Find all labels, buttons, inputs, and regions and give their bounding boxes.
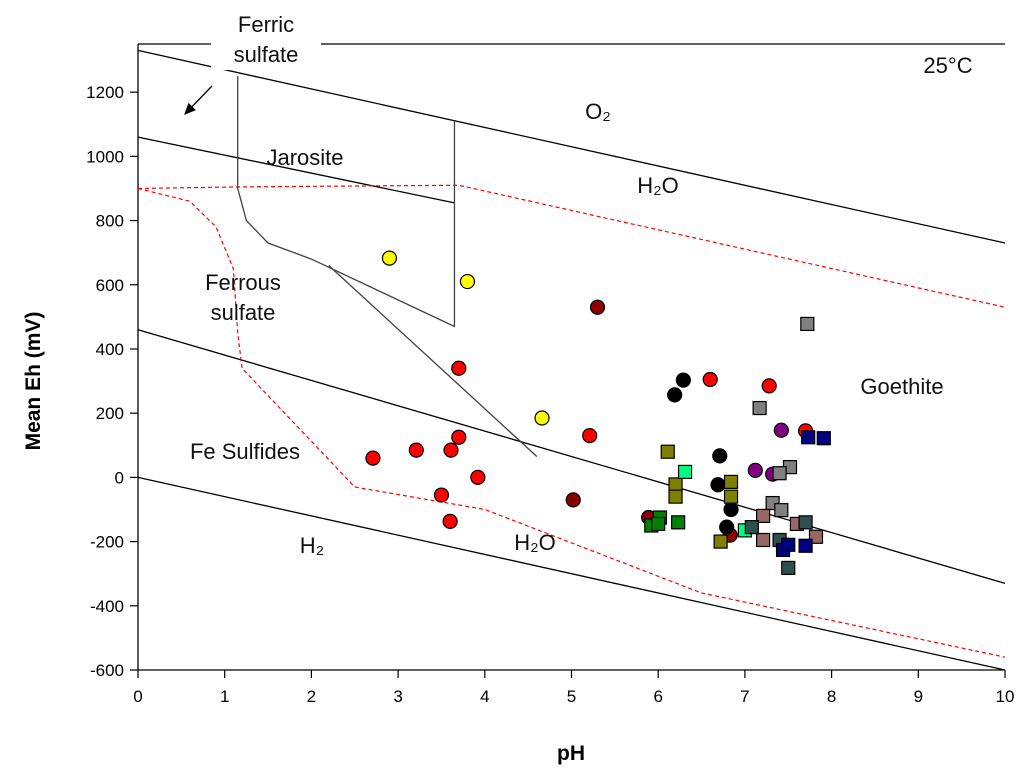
point — [723, 501, 739, 518]
boundary-line — [137, 187, 1006, 658]
annotation: Jarosite — [266, 145, 344, 170]
point — [756, 508, 771, 524]
y-tick-label: 800 — [96, 212, 124, 231]
annotation: H₂ — [299, 533, 325, 558]
annotation: H₂O — [514, 530, 556, 555]
point — [719, 519, 735, 535]
point — [747, 462, 763, 478]
y-tick-label: 0 — [115, 468, 124, 487]
point — [702, 371, 718, 388]
point — [667, 387, 683, 403]
y-axis-title: Mean Eh (mV) — [22, 312, 45, 451]
annotation: 25°C — [923, 53, 973, 78]
y-tick-label: 400 — [96, 340, 124, 359]
x-tick-label: 8 — [827, 687, 836, 706]
boundary-line — [137, 476, 1006, 671]
point — [761, 378, 777, 394]
x-tick-label: 4 — [480, 687, 489, 706]
point — [451, 360, 467, 376]
point — [774, 503, 789, 518]
x-tick-label: 0 — [133, 687, 142, 706]
y-tick-label: 200 — [96, 404, 124, 423]
point — [589, 299, 606, 315]
point — [756, 532, 771, 548]
point — [582, 428, 598, 444]
point — [381, 250, 398, 266]
point — [534, 410, 550, 426]
point — [710, 477, 726, 493]
point — [781, 560, 796, 576]
boundary-line — [137, 49, 1006, 244]
y-tick-label: 600 — [96, 276, 124, 295]
x-tick-label: 9 — [914, 687, 923, 706]
point — [433, 487, 450, 503]
point — [668, 489, 683, 504]
annotation: Ferrous sulfate — [205, 270, 281, 325]
point — [675, 372, 691, 388]
point — [752, 400, 767, 416]
annotation: Ferric sulfate — [211, 10, 321, 70]
annotation: H₂O — [637, 173, 679, 198]
point — [773, 422, 789, 438]
boundary-line — [328, 265, 538, 457]
point — [459, 273, 476, 290]
y-tick-label: -400 — [90, 597, 124, 616]
x-tick-label: 5 — [567, 687, 576, 706]
point — [677, 464, 693, 480]
point — [365, 450, 381, 466]
boundary-line — [137, 136, 455, 204]
y-tick-label: -600 — [90, 661, 124, 680]
point — [470, 469, 486, 485]
y-tick-label: -200 — [90, 533, 124, 552]
annotation-arrow — [184, 85, 213, 115]
point — [408, 442, 424, 458]
point — [565, 492, 581, 508]
point — [723, 474, 739, 489]
point — [712, 448, 728, 464]
x-tick-label: 1 — [220, 687, 229, 706]
point — [723, 489, 739, 504]
boundary-line — [137, 329, 1006, 584]
point — [808, 529, 824, 544]
y-tick-label: 1000 — [86, 147, 124, 166]
point — [442, 513, 458, 529]
y-tick-label: 1200 — [86, 83, 124, 102]
point — [451, 429, 467, 445]
x-tick-label: 10 — [996, 687, 1015, 706]
point — [443, 442, 459, 458]
point — [816, 431, 831, 446]
point — [800, 316, 815, 332]
x-tick-label: 2 — [307, 687, 316, 706]
x-tick-label: 7 — [740, 687, 749, 706]
point — [713, 534, 728, 549]
annotation: Fe Sulfides — [189, 439, 301, 464]
point — [798, 515, 813, 530]
point — [660, 444, 675, 459]
annotation: O₂ — [585, 99, 611, 124]
x-tick-label: 6 — [653, 687, 662, 706]
point — [781, 537, 796, 552]
point — [651, 516, 666, 532]
point — [744, 520, 759, 535]
point — [801, 430, 816, 445]
point — [668, 477, 683, 492]
x-axis-title: pH — [557, 742, 585, 765]
boundary-line — [137, 184, 1006, 308]
x-tick-label: 3 — [393, 687, 402, 706]
point — [671, 515, 686, 530]
point — [772, 466, 787, 481]
boundary-line — [237, 76, 456, 328]
point — [798, 538, 813, 553]
annotation: Goethite — [860, 374, 944, 399]
